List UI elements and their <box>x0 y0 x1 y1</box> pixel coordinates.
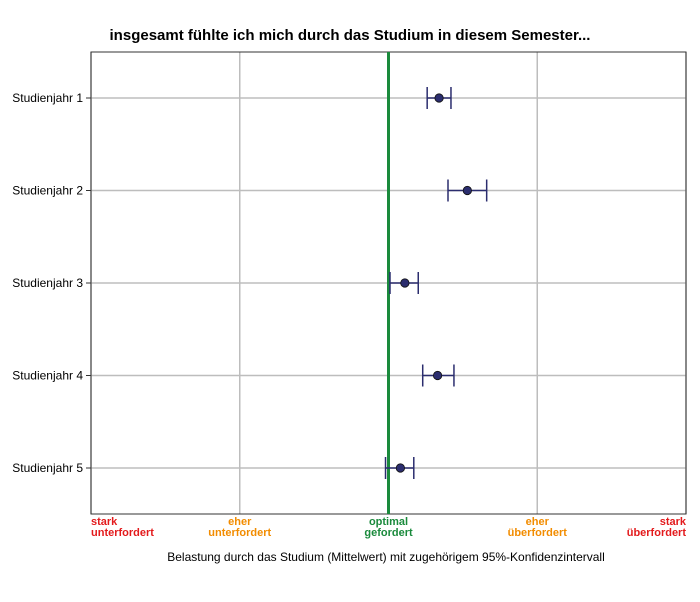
category-label: Studienjahr 5 <box>12 461 83 475</box>
x-tick-label: stark <box>91 516 118 528</box>
x-tick-label: überfordert <box>508 527 568 539</box>
category-label: Studienjahr 4 <box>12 369 83 383</box>
data-point-group <box>426 87 452 109</box>
category-label: Studienjahr 2 <box>12 184 83 198</box>
chart-title: insgesamt fühlte ich mich durch das Stud… <box>110 27 591 44</box>
x-axis-label: Belastung durch das Studium (Mittelwert)… <box>167 550 605 564</box>
x-tick-label: stark <box>660 516 687 528</box>
data-point-group <box>447 179 488 202</box>
x-tick-label: eher <box>228 516 252 528</box>
mean-marker <box>432 370 443 381</box>
x-tick-label: eher <box>526 516 550 528</box>
x-tick-label: überfordert <box>627 527 687 539</box>
data-point-group <box>389 272 419 294</box>
category-labels: Studienjahr 1 Studienjahr 2 Studienjahr 3 S… <box>12 91 91 475</box>
mean-marker <box>400 278 410 288</box>
mean-marker <box>462 185 472 196</box>
x-tick-label: unterfordert <box>91 527 154 539</box>
category-label: Studienjahr 3 <box>12 276 83 290</box>
x-tick-label: gefordert <box>364 527 413 539</box>
mean-marker <box>395 463 405 473</box>
x-tick-label: unterfordert <box>208 527 271 539</box>
data-points <box>384 87 488 479</box>
category-label: Studienjahr 1 <box>12 91 83 105</box>
data-point-group <box>384 457 415 479</box>
mean-marker <box>434 93 444 103</box>
x-tick-labels: starkunterforderteherunterfordertoptimal… <box>91 516 687 539</box>
x-tick-label: optimal <box>369 516 408 528</box>
data-point-group <box>421 364 455 387</box>
